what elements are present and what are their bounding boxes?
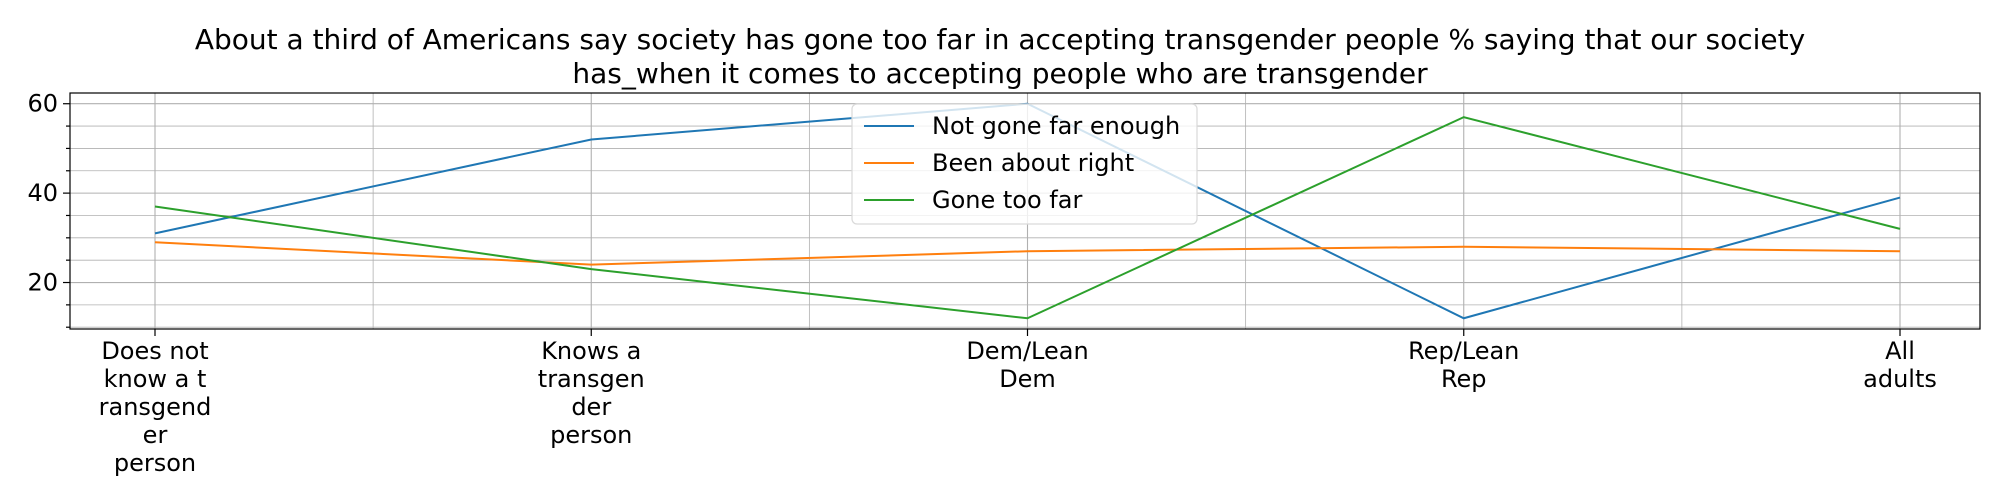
x-tick-label-line: person <box>114 449 196 477</box>
x-tick-label-line: ransgend <box>99 393 212 421</box>
y-tick-label: 60 <box>27 90 58 118</box>
x-tick-label-line: Knows a <box>541 337 641 365</box>
x-tick-label-line: der <box>571 393 611 421</box>
x-tick-label-line: transgen <box>538 365 645 393</box>
legend-label: Not gone far enough <box>932 112 1180 140</box>
x-tick-label-line: Rep <box>1441 365 1487 393</box>
y-tick-label: 40 <box>27 179 58 207</box>
x-tick-label-line: Does not <box>101 337 208 365</box>
x-tick-label: Rep/Lean Rep <box>1408 337 1519 393</box>
x-tick-label: Does not know a t ransgend er person <box>99 337 212 477</box>
series-line <box>154 241 1901 266</box>
x-tick-label-line: person <box>550 421 632 449</box>
x-tick-label-line: know a t <box>104 365 207 393</box>
plot-area <box>69 92 1981 330</box>
legend-label: Been about right <box>932 149 1134 177</box>
y-tick-label: 20 <box>27 269 58 297</box>
x-tick-label: All adults <box>1863 337 1937 393</box>
x-tick-label: Dem/Lean Dem <box>966 337 1088 393</box>
x-tick-label-line: er <box>143 421 168 449</box>
x-tick-label-line: Dem <box>999 365 1056 393</box>
x-tick-label-line: All <box>1885 337 1915 365</box>
chart-title-line-2: has_when it comes to accepting people wh… <box>572 57 1428 90</box>
x-tick-label: Knows a transgen der person <box>538 337 645 449</box>
chart-title-line-1: About a third of Americans say society h… <box>195 23 1805 56</box>
x-tick-label-line: Dem/Lean <box>966 337 1088 365</box>
series-line <box>154 116 1901 320</box>
legend-box <box>851 103 1198 225</box>
x-tick-label-line: Rep/Lean <box>1408 337 1519 365</box>
legend-label: Gone too far <box>932 186 1082 214</box>
legend: Not gone far enough Been about right Gone … <box>851 103 1198 225</box>
x-tick-label-line: adults <box>1863 365 1937 393</box>
